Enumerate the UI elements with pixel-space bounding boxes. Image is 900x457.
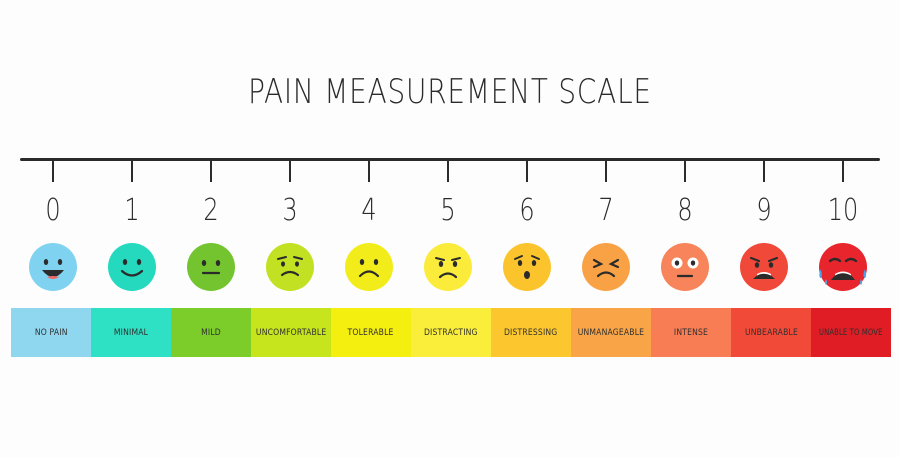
pain-level-segment: INTENSE — [651, 308, 731, 357]
crying-face-icon — [818, 242, 868, 292]
scale-number: 4 — [361, 193, 377, 228]
pain-level-segment: UNCOMFORTABLE — [251, 308, 331, 357]
scale-number: 8 — [677, 193, 693, 228]
scale-tick — [368, 160, 370, 182]
pain-level-segment: DISTRACTING — [411, 308, 491, 357]
scale-tick — [447, 160, 449, 182]
pain-level-segment: NO PAIN — [11, 308, 91, 357]
grimacing-face-icon — [739, 242, 789, 292]
squinting-face-icon — [581, 242, 631, 292]
pain-level-label: MINIMAL — [113, 327, 149, 338]
frowning-face-icon — [344, 242, 394, 292]
scale-tick — [289, 160, 291, 182]
smiling-face-icon — [107, 242, 157, 292]
scale-number: 0 — [45, 193, 61, 228]
pain-level-segment: DISTRESSING — [491, 308, 571, 357]
pain-level-label: MILD — [201, 327, 221, 338]
pain-level-label: UNMANAGEABLE — [577, 327, 645, 338]
scale-axis-line — [20, 158, 880, 161]
scale-number: 9 — [756, 193, 772, 228]
pain-level-segment: UNABLE TO MOVE — [811, 308, 891, 357]
scale-number: 3 — [282, 193, 298, 228]
sad-face-icon — [423, 242, 473, 292]
scale-tick — [684, 160, 686, 182]
scale-tick — [605, 160, 607, 182]
pain-level-label: UNCOMFORTABLE — [255, 327, 327, 338]
scale-number: 10 — [827, 193, 859, 228]
pain-level-label: TOLERABLE — [347, 327, 394, 338]
scale-number: 1 — [124, 193, 140, 228]
pain-level-label: INTENSE — [673, 327, 709, 338]
pain-level-label: DISTRESSING — [504, 327, 558, 338]
pain-level-label: UNBEARABLE — [744, 327, 798, 338]
scale-number: 6 — [519, 193, 535, 228]
scale-number: 2 — [203, 193, 219, 228]
pain-level-segment: UNMANAGEABLE — [571, 308, 651, 357]
pain-level-segment: UNBEARABLE — [731, 308, 811, 357]
worried-face-icon — [502, 242, 552, 292]
pain-level-bar: NO PAIN MINIMAL MILD UNCOMFORTABLE TOLERABLE… — [11, 308, 891, 357]
scale-tick — [52, 160, 54, 182]
pain-level-label: DISTRACTING — [424, 327, 478, 338]
neutral-face-icon — [186, 242, 236, 292]
page-title: PAIN MEASUREMENT SCALE — [248, 72, 652, 112]
scale-tick — [131, 160, 133, 182]
shocked-face-icon — [660, 242, 710, 292]
pain-level-label: NO PAIN — [34, 327, 68, 338]
scale-number: 5 — [440, 193, 456, 228]
scale-tick — [842, 160, 844, 182]
scale-number: 7 — [598, 193, 614, 228]
pain-level-segment: MINIMAL — [91, 308, 171, 357]
pain-level-segment: TOLERABLE — [331, 308, 411, 357]
scale-tick — [210, 160, 212, 182]
pain-level-segment: MILD — [171, 308, 251, 357]
scale-tick — [763, 160, 765, 182]
laughing-face-icon — [28, 242, 78, 292]
scale-tick — [526, 160, 528, 182]
uneasy-face-icon — [265, 242, 315, 292]
pain-level-label: UNABLE TO MOVE — [819, 327, 883, 338]
